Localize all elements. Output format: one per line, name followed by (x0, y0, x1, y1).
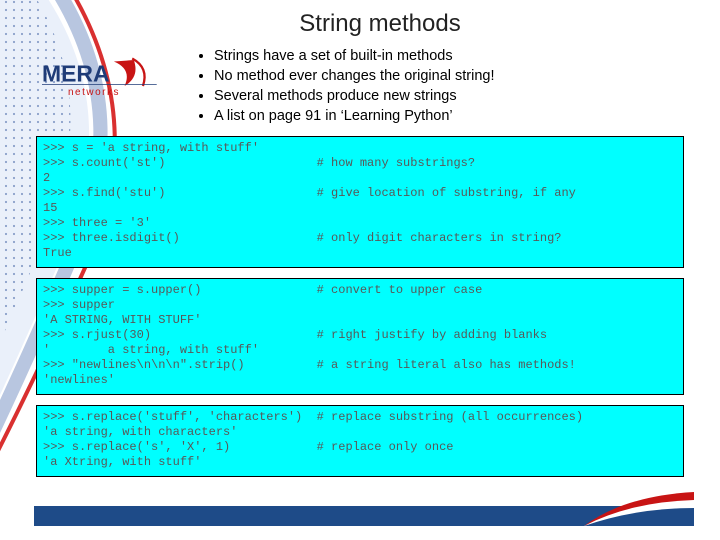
svg-text:MERA: MERA (42, 60, 110, 86)
bullet-list: Strings have a set of built-in methods N… (196, 48, 495, 128)
code-block-3: >>> s.replace('stuff', 'characters') # r… (36, 405, 684, 477)
mera-logo: MERA networks (0, 42, 190, 123)
footer-swoosh (584, 492, 694, 526)
code-block-1: >>> s = 'a string, with stuff' >>> s.cou… (36, 136, 684, 268)
bullet-item: Several methods produce new strings (214, 88, 495, 104)
code-block-2: >>> supper = s.upper() # convert to uppe… (36, 278, 684, 395)
svg-text:networks: networks (68, 87, 120, 98)
bullet-item: No method ever changes the original stri… (214, 68, 495, 84)
bullet-item: A list on page 91 in ‘Learning Python’ (214, 108, 495, 124)
slide-title: String methods (40, 0, 720, 38)
bullet-item: Strings have a set of built-in methods (214, 48, 495, 64)
